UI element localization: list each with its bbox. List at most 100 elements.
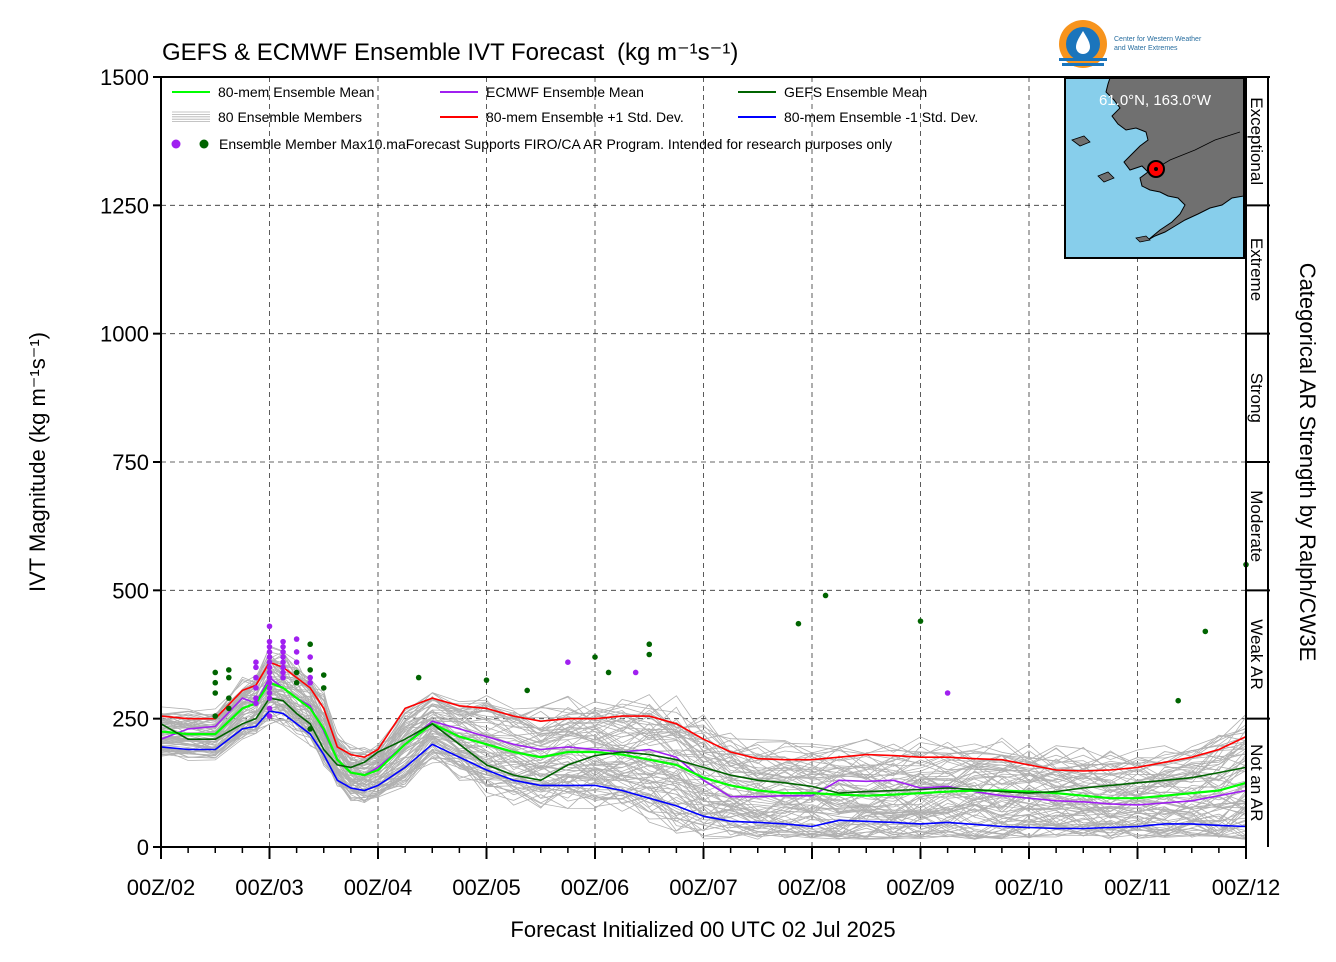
x-tick-label: 00Z/08 <box>778 875 847 900</box>
ensemble-max-point <box>307 726 313 732</box>
ensemble-max-point <box>226 695 232 701</box>
ensemble-member-line <box>160 696 1247 823</box>
y-tick-label: 1000 <box>100 322 149 347</box>
ensemble-max-point <box>646 651 653 658</box>
ensemble-max-point <box>307 667 313 673</box>
cw3e-logo: Center for Western Weather and Water Ext… <box>1059 20 1202 68</box>
ensemble-member-line <box>160 645 1247 774</box>
series-line-80-mem-ensemble-1-std-dev- <box>160 661 1247 772</box>
ensemble-max-point <box>266 638 273 645</box>
ensemble-max-point <box>253 659 259 665</box>
ensemble-max-point <box>266 713 273 719</box>
ensemble-max-point <box>266 690 273 696</box>
x-tick-label: 00Z/07 <box>669 875 738 900</box>
ensemble-member-line <box>160 699 1247 840</box>
ensemble-max-point <box>280 644 286 650</box>
ensemble-max-point <box>917 618 924 624</box>
ensemble-member-line <box>160 696 1247 833</box>
ensemble-max-point <box>226 674 232 681</box>
x-tick-label: 00Z/05 <box>452 875 521 900</box>
x-tick-label: 00Z/11 <box>1104 875 1171 900</box>
ensemble-max-point <box>565 659 571 665</box>
ensemble-member-line <box>160 688 1247 818</box>
category-strip: Not an AR Weak AR Moderate Strong Extreme Exc… <box>1246 76 1270 847</box>
ensemble-max-point <box>822 592 829 599</box>
ensemble-max-point <box>266 654 273 660</box>
ensemble-max-point <box>253 674 259 681</box>
ensemble-max-point <box>266 685 273 691</box>
category-label: Moderate <box>1247 490 1266 562</box>
y-tick-label: 750 <box>112 450 149 475</box>
inset-map: 61.0°N, 163.0°W <box>1064 77 1245 259</box>
ensemble-max-point <box>266 659 273 665</box>
ensemble-max-point <box>293 636 300 642</box>
ensemble-max-point <box>524 687 530 694</box>
ensemble-max-point <box>605 669 612 676</box>
ensemble-max-point <box>266 705 273 712</box>
ensemble-max-point <box>212 679 219 686</box>
ensemble-max-point <box>307 674 313 681</box>
x-tick-label: 00Z/02 <box>127 875 196 900</box>
ensemble-member-line <box>160 708 1247 840</box>
droplet-icon <box>1076 31 1090 54</box>
ensemble-member-line <box>160 677 1247 793</box>
logo-wave-1 <box>1059 58 1107 61</box>
category-label: Strong <box>1247 373 1266 423</box>
x-tick-label: 00Z/04 <box>344 875 413 900</box>
ensemble-max-point <box>944 690 951 696</box>
ensemble-member-line <box>160 651 1247 771</box>
x-tick-label: 00Z/12 <box>1212 875 1281 900</box>
ensemble-max-point <box>212 690 219 696</box>
right-axis-label: Categorical AR Strength by Ralph/CW3E <box>1295 263 1320 662</box>
ensemble-member-line <box>160 719 1247 840</box>
inset-map-frame <box>1064 77 1245 259</box>
ensemble-max-point <box>293 669 300 676</box>
ensemble-max-point <box>280 649 286 655</box>
ensemble-max-point <box>266 623 273 630</box>
legend-dot-gefs <box>199 139 209 149</box>
ensemble-member-line <box>160 703 1247 831</box>
legend-dots-label: Ensemble Member Max10.maForecast Support… <box>219 136 892 152</box>
ensemble-max-point <box>483 677 490 683</box>
ensemble-max-point <box>280 669 286 676</box>
ensemble-member-line <box>160 686 1247 812</box>
legend-label: GEFS Ensemble Mean <box>784 84 927 100</box>
ensemble-member-line <box>160 665 1247 798</box>
ensemble-max-point <box>253 685 259 691</box>
logo-text-line2: and Water Extremes <box>1114 45 1178 52</box>
inset-map-island-2 <box>1097 171 1115 183</box>
ensemble-max-point <box>226 667 232 673</box>
ensemble-max-point <box>280 664 286 671</box>
series-layer <box>160 661 1247 830</box>
ensemble-max-point <box>266 695 273 701</box>
ensemble-max-point <box>253 700 259 707</box>
ensemble-max-point <box>212 669 219 676</box>
ensemble-max-point <box>632 669 639 676</box>
ensemble-max-point <box>280 659 286 665</box>
x-tick-label: 00Z/09 <box>886 875 955 900</box>
ensemble-max-point <box>293 649 300 655</box>
logo-text-line1: Center for Western Weather <box>1114 36 1202 43</box>
x-tick-label: 00Z/10 <box>995 875 1064 900</box>
logo-wave-2 <box>1062 63 1104 66</box>
legend-label: 80-mem Ensemble +1 Std. Dev. <box>486 109 684 125</box>
ensemble-max-point <box>253 664 259 671</box>
ensemble-max-point <box>1202 628 1209 635</box>
ensemble-max-point <box>307 641 313 648</box>
x-tick-label: 00Z/06 <box>561 875 630 900</box>
inset-map-island-1 <box>1071 135 1091 147</box>
ensemble-member-line <box>160 665 1247 799</box>
ensemble-max-point <box>307 654 313 660</box>
ensemble-member-line <box>160 693 1247 820</box>
ensemble-max-point <box>592 654 598 660</box>
inset-map-label: 61.0°N, 163.0°W <box>1099 92 1212 109</box>
series-line-gefs-ensemble-mean <box>160 697 1247 794</box>
legend-dot-ecmwf <box>171 139 181 149</box>
legend: 80-mem Ensemble Mean ECMWF Ensemble Mean G… <box>171 84 978 152</box>
y-tick-label: 250 <box>112 707 149 732</box>
ensemble-member-line <box>160 668 1247 787</box>
ensemble-max-point <box>320 672 327 678</box>
ensemble-max-point <box>280 674 286 681</box>
ensemble-max-point <box>320 685 327 691</box>
ensemble-max-point <box>266 669 273 676</box>
